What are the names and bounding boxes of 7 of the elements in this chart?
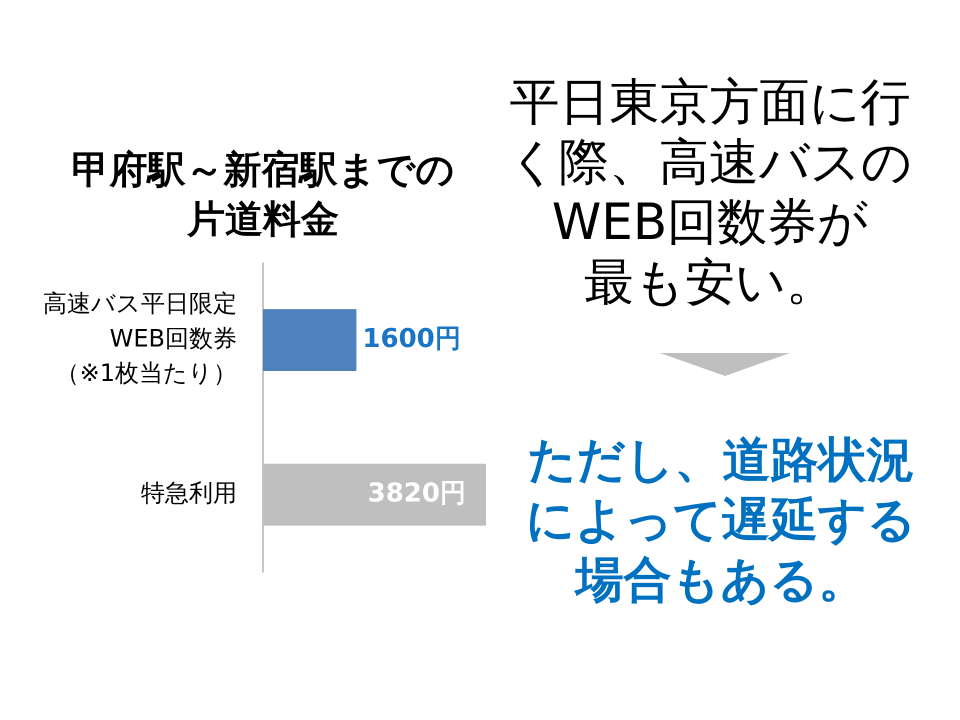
data-label: 3820円 (368, 478, 466, 508)
text: ただし、道路状況によって遅延する場合もある。 (525, 431, 917, 610)
text: 平日東京方面に行く際、高速バスのWEB回数券が最も安い。 (507, 72, 913, 312)
chart-title: 甲府駅～新宿駅までの片道料金 (72, 148, 454, 241)
y-tick-label: 高速バス平日限定WEB回数券（※1枚当たり） (43, 290, 237, 388)
y-tick-label: 特急利用 (141, 478, 237, 507)
data-label: 1600円 (362, 324, 461, 354)
